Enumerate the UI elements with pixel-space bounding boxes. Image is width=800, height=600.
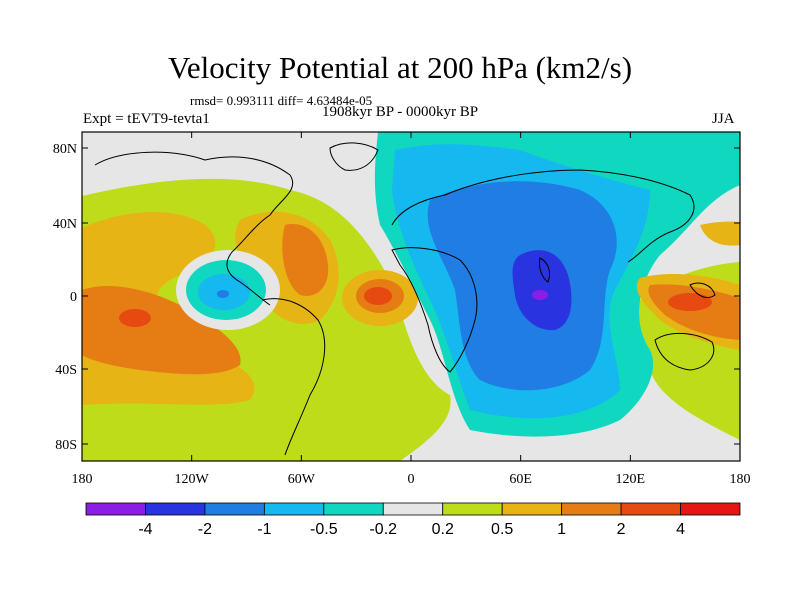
longitude-tick-labels: 180 120W 60W 0 60E 120E 180: [72, 472, 751, 487]
lat-tick-label: 0: [70, 290, 77, 305]
lat-tick-label: 40S: [55, 363, 77, 378]
colorbar-swatch: [323, 502, 384, 516]
lon-tick-label: 60W: [288, 472, 316, 487]
contour-patch: [700, 221, 740, 246]
period-label: 1908kyr BP - 0000kyr BP: [322, 104, 479, 120]
colorbar-label: -0.2: [369, 521, 397, 538]
contour-patch: [668, 293, 712, 311]
lon-tick-label: 0: [408, 472, 415, 487]
colorbar-label: 2: [617, 521, 626, 538]
colorbar-label: 4: [676, 521, 685, 538]
colorbar-swatch: [501, 502, 563, 516]
colorbar-label: 0.2: [432, 521, 454, 538]
contour-patch: [119, 309, 151, 327]
lon-tick-label: 120E: [616, 472, 646, 487]
colorbar-swatch: [680, 502, 741, 516]
colorbar-swatch: [263, 502, 325, 516]
contour-patch: [532, 290, 548, 300]
contour-patch: [217, 290, 229, 298]
colorbar-swatch: [382, 502, 444, 516]
stats-subtitle: rmsd= 0.993111 diff= 4.63484e-05: [190, 93, 373, 108]
map-title: Velocity Potential at 200 hPa (km2/s): [167, 50, 633, 85]
colorbar-label: -4: [138, 521, 152, 538]
colorbar-swatch: [561, 502, 622, 516]
colorbar-swatch: [442, 502, 503, 516]
lon-tick-label: 180: [730, 472, 751, 487]
season-label: JJA: [712, 111, 735, 127]
lon-tick-label: 60E: [509, 472, 532, 487]
colorbar: [85, 502, 741, 516]
colorbar-swatch: [620, 502, 681, 516]
colorbar-label: -1: [257, 521, 271, 538]
contour-patch: [282, 224, 329, 296]
lat-tick-label: 40N: [53, 217, 77, 232]
lat-tick-label: 80N: [53, 142, 77, 157]
colorbar-labels: -4 -2 -1 -0.5 -0.2 0.2 0.5 1 2 4: [138, 521, 685, 538]
colorbar-label: -0.5: [310, 521, 338, 538]
latitude-tick-labels: 80N 40N 0 40S 80S: [53, 142, 77, 453]
colorbar-swatch: [145, 502, 206, 516]
coastlines: [94, 142, 716, 456]
experiment-label: Expt = tEVT9-tevta1: [83, 111, 210, 127]
colorbar-label: 1: [557, 521, 566, 538]
colorbar-label: 0.5: [491, 521, 513, 538]
contour-patch: [82, 285, 241, 375]
colorbar-swatch: [85, 502, 146, 516]
contour-patch: [364, 287, 392, 305]
colorbar-swatch: [204, 502, 265, 516]
colorbar-label: -2: [198, 521, 212, 538]
lon-tick-label: 180: [72, 472, 93, 487]
axis-ticks: [81, 132, 741, 461]
contour-field: [82, 132, 740, 461]
lat-tick-label: 80S: [55, 438, 77, 453]
lon-tick-label: 120W: [175, 472, 210, 487]
